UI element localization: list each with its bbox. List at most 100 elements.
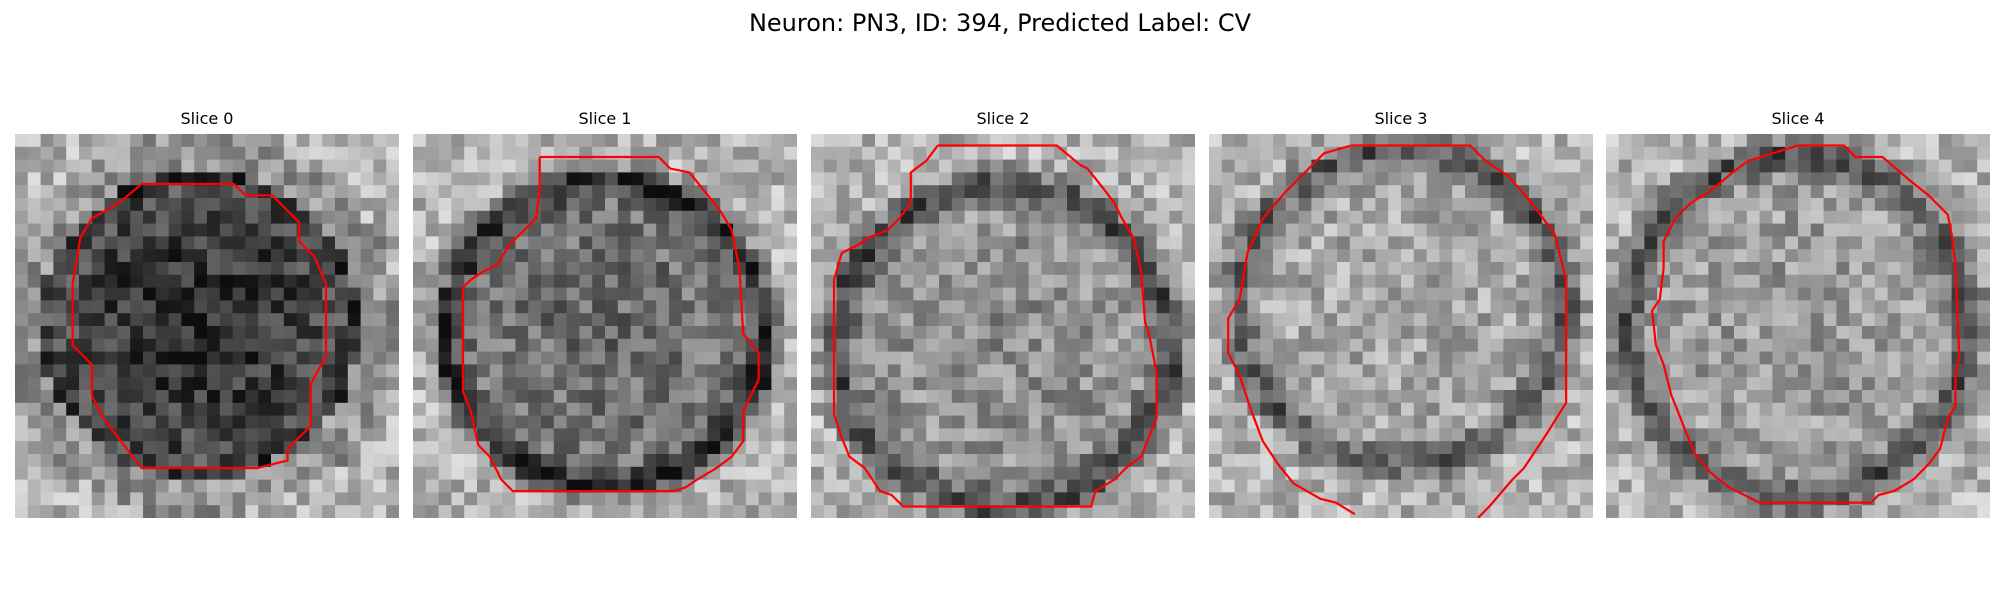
pixel: [515, 415, 529, 429]
pixel: [1951, 185, 1965, 199]
pixel: [1477, 287, 1492, 301]
pixel: [553, 185, 568, 199]
pixel: [1657, 505, 1671, 518]
pixel: [1785, 274, 1799, 289]
pixel: [413, 300, 427, 314]
pixel: [836, 287, 850, 301]
pixel: [605, 492, 619, 506]
pixel: [283, 351, 298, 365]
pixel: [1606, 441, 1620, 455]
pixel: [425, 351, 440, 365]
pixel: [1260, 377, 1274, 391]
pixel: [745, 351, 760, 365]
pixel: [386, 134, 399, 148]
pixel: [489, 198, 504, 212]
pixel: [964, 185, 978, 199]
pixel: [515, 454, 529, 468]
pixel: [669, 313, 683, 327]
pixel: [964, 274, 978, 289]
pixel: [939, 236, 953, 250]
pixel: [707, 428, 721, 442]
pixel: [1708, 351, 1722, 365]
pixel: [707, 287, 721, 301]
pixel: [1234, 466, 1248, 481]
pixel: [104, 402, 118, 417]
pixel: [1401, 466, 1415, 481]
pixel: [1874, 390, 1889, 404]
pixel: [592, 210, 606, 225]
pixel: [194, 249, 208, 263]
pixel: [143, 146, 157, 161]
pixel: [1490, 287, 1504, 301]
pixel: [669, 223, 683, 237]
pixel: [977, 326, 991, 340]
pixel: [771, 428, 785, 442]
pixel: [733, 236, 747, 250]
pixel: [579, 287, 593, 301]
pixel: [1874, 505, 1889, 518]
pixel: [1298, 274, 1312, 289]
pixel: [1874, 428, 1889, 442]
pixel: [1182, 313, 1195, 327]
pixel: [1182, 146, 1195, 161]
pixel: [1221, 236, 1236, 250]
pixel: [347, 300, 362, 314]
pixel: [1618, 326, 1633, 340]
pixel: [79, 313, 93, 327]
pixel: [1606, 466, 1620, 481]
pixel: [1554, 198, 1568, 212]
pixel: [271, 300, 285, 314]
pixel: [1926, 338, 1940, 353]
pixel: [541, 428, 555, 442]
pixel: [1567, 454, 1581, 468]
pixel: [669, 377, 683, 391]
pixel: [528, 313, 542, 327]
pixel: [669, 415, 683, 429]
pixel: [1503, 364, 1517, 378]
pixel: [630, 390, 644, 404]
pixel: [104, 172, 118, 186]
pixel: [1092, 390, 1106, 404]
pixel: [1362, 159, 1376, 173]
pixel: [194, 198, 208, 212]
pixel: [656, 236, 670, 250]
pixel: [322, 364, 336, 378]
pixel: [913, 466, 927, 481]
pixel: [758, 441, 772, 455]
pixel: [1003, 402, 1017, 417]
pixel: [1836, 441, 1850, 455]
pixel: [360, 172, 374, 186]
pixel: [1426, 210, 1440, 225]
pixel: [1273, 210, 1287, 225]
pixel: [1503, 390, 1517, 404]
pixel: [104, 390, 118, 404]
pixel: [27, 185, 42, 199]
pixel: [335, 479, 349, 493]
pixel: [425, 249, 440, 263]
pixel: [168, 364, 182, 378]
pixel: [1964, 172, 1978, 186]
pixel: [1810, 159, 1825, 173]
pixel: [528, 505, 542, 518]
pixel: [1028, 390, 1042, 404]
pixel: [720, 287, 734, 301]
pixel: [605, 134, 619, 148]
pixel: [1734, 415, 1748, 429]
pixel: [1118, 338, 1132, 353]
pixel: [1105, 428, 1119, 442]
pixel: [168, 198, 182, 212]
pixel: [79, 479, 93, 493]
pixel: [335, 326, 349, 340]
pixel: [258, 300, 272, 314]
pixel: [283, 441, 298, 455]
pixel: [1746, 338, 1761, 353]
pixel: [309, 505, 323, 518]
pixel: [1964, 377, 1978, 391]
pixel: [1938, 505, 1953, 518]
pixel: [1349, 287, 1364, 301]
pixel: [489, 159, 504, 173]
pixel: [900, 338, 914, 353]
pixel: [1465, 377, 1479, 391]
pixel: [1015, 198, 1030, 212]
pixel: [617, 402, 632, 417]
